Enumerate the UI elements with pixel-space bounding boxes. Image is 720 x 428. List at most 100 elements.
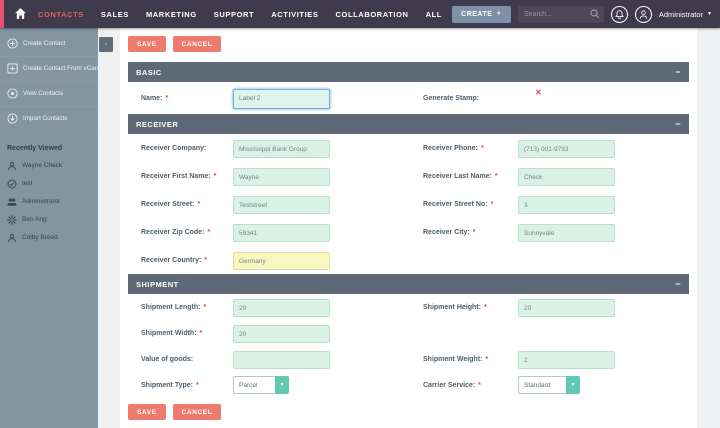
panel-shipment-header[interactable]: SHIPMENT − [128, 274, 689, 294]
receiver-city-input[interactable] [518, 224, 615, 243]
recent-item-label: test [22, 180, 33, 187]
nav-item-marketing[interactable]: MARKETING [145, 9, 197, 19]
form-row: Shipment Width: * [128, 320, 689, 346]
required-marker: * [207, 228, 211, 236]
sidebar-item-create-contact[interactable]: Create Contact [0, 28, 98, 57]
name-input[interactable] [233, 88, 330, 109]
panel-title: BASIC [136, 67, 162, 77]
required-marker: * [494, 172, 498, 180]
receiver-phone-input[interactable] [518, 140, 615, 159]
form-row: Value of goods: Shipment Weight: * [128, 346, 689, 372]
receiver-country-input[interactable] [233, 252, 330, 271]
field-label: Shipment Width: * [141, 329, 203, 337]
form-row: Receiver Country: * [128, 246, 689, 274]
check-circle-icon [7, 179, 17, 188]
sidebar-item-label: Import Contacts [23, 115, 68, 122]
sidebar-collapse-toggle[interactable]: ‹ [99, 37, 113, 52]
receiver-street-input[interactable] [233, 196, 330, 215]
edit-form: SAVE CANCEL BASIC − Name:* Generate Stam… [120, 28, 697, 428]
user-avatar-button[interactable] [634, 5, 652, 23]
field-label: Receiver Last Name: * [423, 172, 498, 180]
panel-basic: BASIC − Name:* Generate Stamp: ✕ [128, 62, 689, 114]
field-label: Shipment Weight: * [423, 355, 489, 363]
sidebar-item-label: View Contacts [23, 90, 64, 97]
nav-item-collaboration[interactable]: COLLABORATION [335, 9, 409, 19]
recent-item-label: Administrator [22, 198, 61, 205]
collapse-icon[interactable]: − [675, 118, 681, 129]
chevron-down-icon[interactable]: ▼ [275, 376, 289, 394]
receiver-company-input[interactable] [233, 140, 330, 159]
search-box [517, 5, 604, 23]
field-label: Shipment Type: * [141, 381, 199, 389]
recent-item-test[interactable]: test [0, 175, 98, 193]
field-label: Receiver Phone: * [423, 144, 484, 152]
bottom-action-row: SAVE CANCEL [128, 404, 689, 420]
carrier-service-select[interactable]: Standard ▼ [518, 376, 689, 394]
recent-item-administrator[interactable]: Administrator [0, 193, 98, 211]
save-button[interactable]: SAVE [128, 404, 166, 420]
sidebar-item-view-contacts[interactable]: View Contacts [0, 82, 98, 107]
shipment-type-select[interactable]: Parcel ▼ [233, 376, 423, 394]
receiver-street-no-input[interactable] [518, 196, 615, 215]
sidebar-item-create-contact-vcard[interactable]: Create Contact From vCard [0, 57, 98, 82]
cancel-button[interactable]: CANCEL [172, 36, 222, 52]
chevron-down-icon: ▼ [496, 11, 502, 17]
user-icon [639, 9, 648, 19]
search-input[interactable] [517, 5, 604, 23]
required-marker: * [203, 303, 207, 311]
plus-square-icon [7, 63, 18, 74]
select-value: Standard [518, 376, 566, 394]
nav-item-support[interactable]: SUPPORT [213, 9, 255, 19]
notifications-button[interactable] [610, 5, 628, 23]
panel-basic-header[interactable]: BASIC − [128, 62, 689, 82]
recent-item-colby-breed[interactable]: Colby Breed [0, 229, 98, 247]
view-icon [7, 88, 18, 99]
shipment-height-input[interactable] [518, 299, 615, 318]
top-navbar: CONTACTS SALES MARKETING SUPPORT ACTIVIT… [0, 0, 720, 28]
recent-item-wayne-check[interactable]: Wayne Check [0, 157, 98, 175]
receiver-last-name-input[interactable] [518, 168, 615, 187]
create-button[interactable]: CREATE ▼ [452, 5, 511, 23]
accent-strip [0, 0, 4, 28]
sidebar-item-label: Create Contact From vCard [23, 65, 98, 72]
search-icon[interactable] [590, 9, 600, 19]
recent-item-label: Colby Breed [22, 234, 58, 241]
save-button[interactable]: SAVE [128, 36, 166, 52]
panel-receiver-header[interactable]: RECEIVER − [128, 114, 689, 134]
shipment-weight-input[interactable] [518, 351, 615, 370]
sidebar-item-label: Create Contact [23, 40, 66, 47]
nav-item-all[interactable]: ALL [425, 9, 442, 19]
create-button-label: CREATE [461, 10, 493, 18]
nav-item-activities[interactable]: ACTIVITIES [271, 9, 319, 19]
chevron-down-icon[interactable]: ▼ [566, 376, 580, 394]
shipment-length-input[interactable] [233, 299, 330, 318]
collapse-icon[interactable]: − [675, 278, 681, 289]
required-marker: * [478, 381, 481, 389]
field-label: Receiver Zip Code: * [141, 228, 211, 236]
shipment-width-input[interactable] [233, 325, 330, 344]
user-menu[interactable]: Administrator ▼ [659, 10, 712, 19]
value-of-goods-input[interactable] [233, 351, 330, 370]
cancel-button[interactable]: CANCEL [172, 404, 222, 420]
panel-title: RECEIVER [136, 119, 179, 129]
recent-item-ben-ang[interactable]: Ben Ang [0, 211, 98, 229]
field-label: Receiver Street No: * [423, 200, 494, 208]
top-action-row: SAVE CANCEL [128, 36, 689, 52]
required-marker: * [199, 329, 203, 337]
remove-icon[interactable]: ✕ [535, 88, 542, 97]
receiver-zip-input[interactable] [233, 224, 330, 243]
field-label: Receiver Street: * [141, 200, 201, 208]
required-marker: * [472, 228, 476, 236]
home-icon[interactable] [14, 7, 27, 20]
nav-item-contacts[interactable]: CONTACTS [38, 9, 84, 19]
receiver-first-name-input[interactable] [233, 168, 330, 187]
person-icon [8, 161, 16, 170]
required-marker: * [165, 94, 169, 102]
sidebar-item-import-contacts[interactable]: Import Contacts [0, 107, 98, 132]
collapse-icon[interactable]: − [675, 66, 681, 77]
panel-title: SHIPMENT [136, 279, 179, 289]
form-row: Receiver Company: Receiver Phone:* [128, 134, 689, 162]
nav-item-sales[interactable]: SALES [100, 9, 129, 19]
form-row: Receiver First Name:* Receiver Last Name… [128, 162, 689, 190]
required-marker: * [490, 200, 494, 208]
